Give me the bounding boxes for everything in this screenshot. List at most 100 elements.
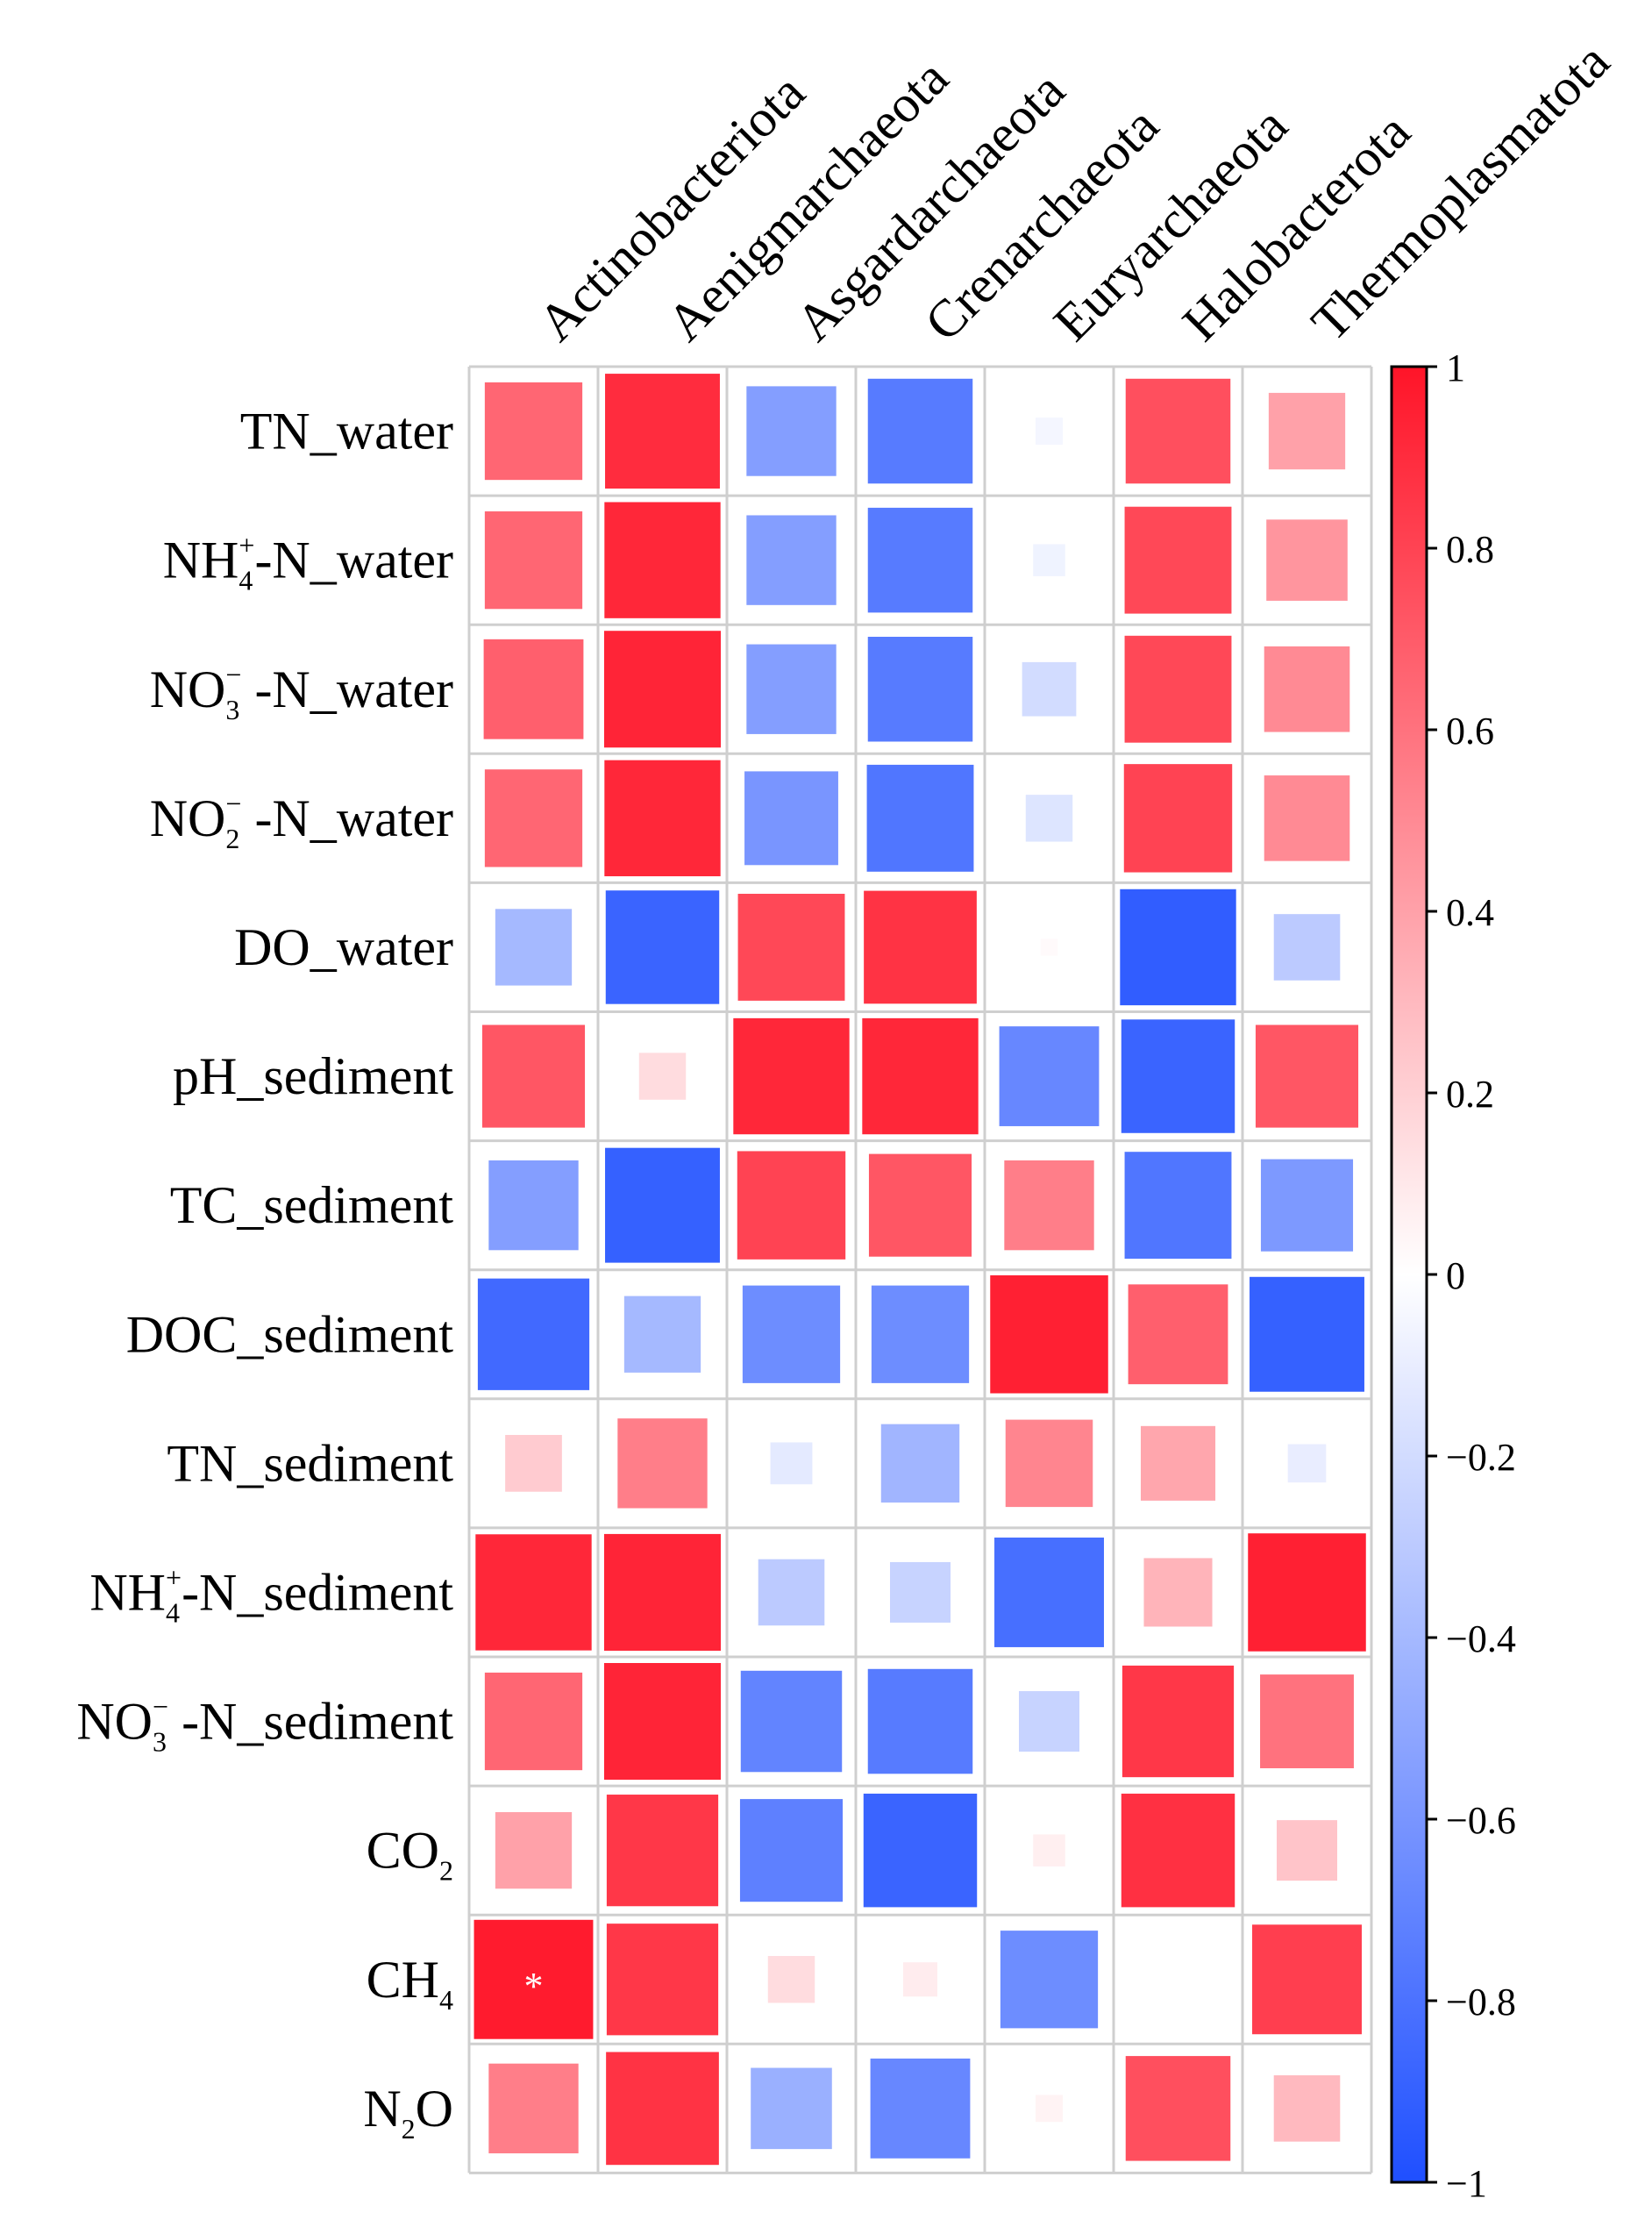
heatmap-cell bbox=[1025, 795, 1073, 842]
heatmap-cell bbox=[605, 890, 720, 1004]
heatmap-cell bbox=[1121, 1793, 1235, 1908]
colorbar-tick-label: −0.4 bbox=[1446, 1617, 1516, 1660]
heatmap-cell bbox=[488, 1160, 579, 1251]
heatmap-cell bbox=[495, 1812, 573, 1889]
heatmap-cell bbox=[1036, 418, 1063, 445]
row-label: NO3− -N_water bbox=[150, 659, 453, 725]
heatmap-cell bbox=[880, 1424, 960, 1503]
colorbar-tick-label: 0 bbox=[1446, 1254, 1465, 1297]
row-label: NH4+-N_water bbox=[163, 530, 453, 596]
heatmap-cell bbox=[475, 1534, 592, 1651]
heatmap-cell bbox=[1033, 1834, 1065, 1867]
heatmap-cell bbox=[483, 639, 584, 739]
row-label: CO2 bbox=[367, 1822, 453, 1887]
row-label: NO3− -N_sediment bbox=[76, 1691, 453, 1758]
heatmap-cell bbox=[1123, 764, 1233, 873]
colorbar-tick-label: −0.2 bbox=[1446, 1436, 1516, 1479]
heatmap-cell bbox=[638, 1053, 687, 1100]
row-label: NH4+-N_sediment bbox=[89, 1561, 453, 1628]
heatmap-cell bbox=[1125, 378, 1231, 484]
heatmap-cell bbox=[770, 1442, 813, 1485]
heatmap-cell bbox=[744, 771, 838, 866]
heatmap-cell bbox=[488, 2063, 579, 2154]
heatmap-cell bbox=[1122, 1665, 1235, 1778]
heatmap-cell bbox=[746, 515, 837, 605]
heatmap-cell bbox=[1000, 1931, 1099, 2029]
heatmap-cell bbox=[742, 1285, 841, 1383]
heatmap-cell bbox=[990, 1275, 1108, 1394]
heatmap-cell bbox=[603, 631, 722, 748]
heatmap-cell bbox=[1255, 1024, 1359, 1128]
significance-mark: * bbox=[524, 1965, 544, 2008]
heatmap-cell bbox=[999, 1026, 1100, 1126]
colorbar-tick-label: 1 bbox=[1446, 346, 1465, 389]
colorbar-tick-label: −0.8 bbox=[1446, 1981, 1516, 2024]
heatmap-cell bbox=[484, 511, 583, 610]
heatmap-cell bbox=[484, 769, 583, 867]
heatmap-cell bbox=[606, 2052, 719, 2166]
heatmap-cell bbox=[1260, 1674, 1354, 1768]
row-label: NO2− -N_water bbox=[150, 788, 453, 854]
row-label: TN_sediment bbox=[167, 1434, 453, 1492]
heatmap-cell bbox=[474, 1919, 594, 2039]
heatmap-cell bbox=[1005, 1419, 1093, 1508]
heatmap-cell bbox=[604, 760, 721, 877]
heatmap-cell bbox=[1140, 1425, 1216, 1501]
heatmap-cell bbox=[862, 1017, 979, 1135]
heatmap-cells: * bbox=[467, 365, 1373, 2174]
heatmap-cell bbox=[867, 1668, 973, 1774]
heatmap-cell bbox=[1252, 1924, 1362, 2035]
heatmap-cell bbox=[484, 1672, 583, 1771]
heatmap-cell bbox=[870, 2058, 971, 2159]
heatmap-cell bbox=[1124, 506, 1232, 614]
heatmap-cell bbox=[604, 502, 721, 618]
heatmap-cell bbox=[863, 1793, 978, 1908]
heatmap-cell bbox=[1268, 392, 1346, 470]
heatmap-cell bbox=[1264, 646, 1350, 732]
heatmap-cell bbox=[605, 374, 720, 489]
heatmap-cell bbox=[1273, 2075, 1341, 2142]
colorbar-tick-label: 0.6 bbox=[1446, 710, 1494, 753]
heatmap-cell bbox=[751, 2067, 832, 2150]
heatmap-cell bbox=[890, 1561, 951, 1623]
heatmap-cell bbox=[867, 378, 973, 484]
row-labels: TN_water NH4+-N_water NO3− -N_water NO2− -N… bbox=[76, 403, 453, 2145]
heatmap-cell bbox=[1022, 661, 1077, 717]
heatmap-cell bbox=[740, 1670, 843, 1773]
heatmap-cell bbox=[623, 1296, 701, 1373]
heatmap-cell bbox=[1264, 775, 1350, 861]
row-label: DOC_sediment bbox=[126, 1305, 454, 1363]
heatmap-cell bbox=[603, 1663, 722, 1781]
heatmap-cell bbox=[739, 1799, 844, 1902]
heatmap-cell bbox=[868, 1153, 972, 1257]
heatmap-cell bbox=[606, 1924, 719, 2036]
heatmap-cell bbox=[767, 1956, 815, 2003]
heatmap-cell bbox=[1273, 914, 1341, 981]
colorbar-tick-label: 0.4 bbox=[1446, 891, 1494, 934]
grid-lines bbox=[467, 365, 1373, 2174]
row-label: DO_water bbox=[234, 918, 453, 976]
heatmap-cell bbox=[1036, 2095, 1063, 2123]
row-label: pH_sediment bbox=[173, 1047, 453, 1105]
heatmap-cell bbox=[617, 1418, 708, 1509]
heatmap-cell bbox=[1019, 1691, 1079, 1752]
heatmap-cell bbox=[733, 1017, 850, 1135]
heatmap-cell bbox=[605, 1147, 720, 1263]
heatmap-cell bbox=[1143, 1558, 1213, 1627]
heatmap-cell bbox=[871, 1285, 970, 1383]
row-label: N2O bbox=[363, 2080, 453, 2145]
heatmap-cell bbox=[603, 1533, 722, 1651]
colorbar-tick-label: −0.6 bbox=[1446, 1799, 1516, 1842]
heatmap-cell bbox=[481, 1024, 586, 1128]
heatmap-cell bbox=[495, 909, 573, 986]
row-label: TC_sediment bbox=[170, 1176, 454, 1234]
heatmap-cell bbox=[505, 1434, 562, 1492]
heatmap-cell bbox=[864, 890, 977, 1004]
heatmap-cell bbox=[902, 1962, 938, 1997]
heatmap-cell bbox=[746, 386, 837, 476]
heatmap-cell bbox=[1266, 519, 1348, 601]
heatmap-cell bbox=[994, 1537, 1104, 1647]
column-labels: ActinobacteriotaAenigmarchaeotaAsgardarc… bbox=[527, 32, 1620, 352]
heatmap-cell bbox=[1277, 1820, 1337, 1881]
